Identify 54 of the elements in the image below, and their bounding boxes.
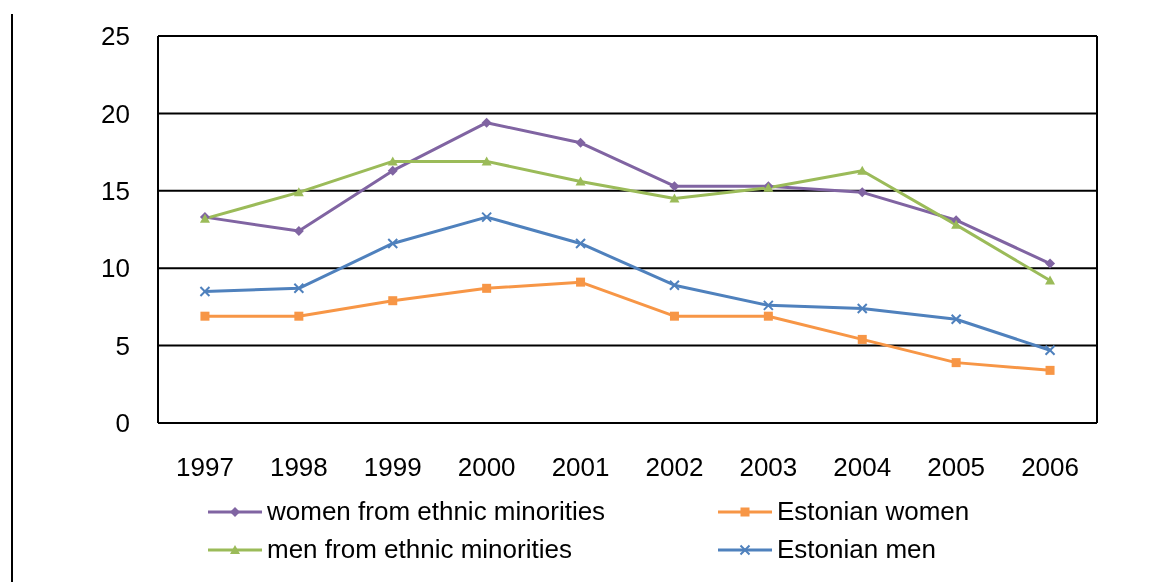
- point: [482, 283, 492, 293]
- point: [575, 176, 586, 186]
- point: [950, 313, 962, 325]
- point: [856, 302, 868, 314]
- point: [857, 334, 867, 344]
- point: [293, 282, 305, 294]
- x-tick-label: 2004: [833, 452, 892, 483]
- x-tick-label: 2003: [739, 452, 798, 483]
- point: [293, 187, 304, 197]
- point: [669, 311, 679, 321]
- point: [762, 299, 774, 311]
- x-tick-label: 2000: [457, 452, 516, 483]
- point: [669, 181, 680, 192]
- legend-label: men from ethnic minorities: [267, 534, 572, 565]
- x-tick-label: 2005: [927, 452, 986, 483]
- y-tick-label: 10: [101, 253, 130, 284]
- x-tick-label: 2006: [1021, 452, 1079, 483]
- legend-label: Estonian men: [777, 534, 936, 565]
- point: [1045, 275, 1056, 285]
- legend-label: women from ethnic minorities: [267, 496, 606, 527]
- legend-label: Estonian women: [777, 496, 970, 527]
- point: [1045, 258, 1056, 269]
- point: [857, 165, 868, 175]
- point: [669, 193, 680, 203]
- point: [668, 279, 680, 291]
- point: [199, 285, 211, 297]
- y-tick-label: 25: [101, 21, 130, 52]
- point: [200, 311, 210, 321]
- point: [1044, 344, 1056, 356]
- y-tick-label: 5: [115, 330, 130, 361]
- point: [575, 137, 586, 148]
- x-tick-label: 1997: [176, 452, 234, 483]
- x-tick-label: 2001: [551, 452, 610, 483]
- point: [293, 226, 304, 237]
- point: [951, 358, 961, 368]
- x-tick-label: 1999: [363, 452, 422, 483]
- point: [1045, 365, 1055, 375]
- x-tick-label: 1998: [269, 452, 328, 483]
- y-tick-label: 15: [101, 176, 130, 207]
- y-tick-label: 20: [101, 98, 130, 129]
- point: [763, 311, 773, 321]
- point: [294, 311, 304, 321]
- y-tick-label: 0: [115, 408, 130, 439]
- point: [857, 187, 868, 198]
- point: [388, 296, 398, 306]
- point: [481, 117, 492, 128]
- point: [387, 237, 399, 249]
- point: [575, 237, 587, 249]
- point: [481, 211, 493, 223]
- point: [576, 277, 586, 287]
- x-tick-label: 2002: [645, 452, 704, 483]
- point: [387, 156, 398, 166]
- point: [387, 165, 398, 176]
- point: [481, 156, 492, 166]
